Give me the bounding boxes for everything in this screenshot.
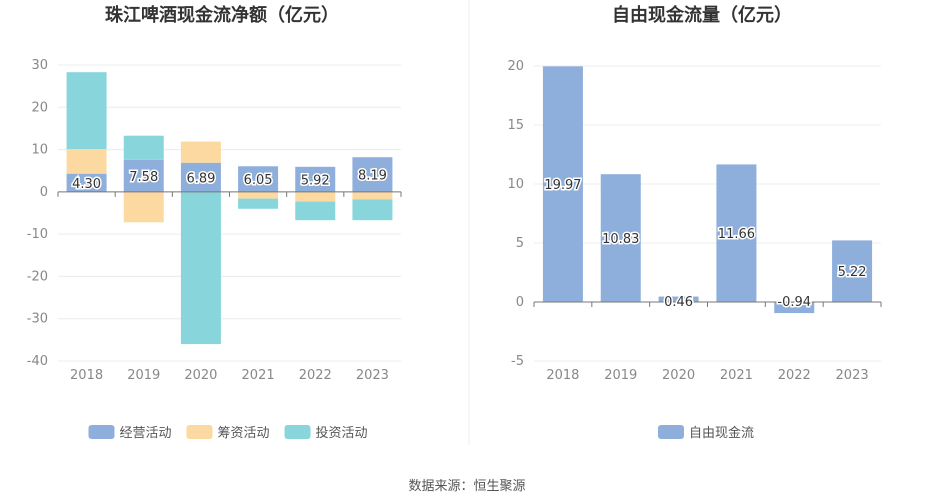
left-bar-series2-2021 <box>238 198 279 209</box>
left-bar-series2-2023 <box>352 199 393 221</box>
left-legend-swatch <box>186 425 213 439</box>
left-legend-label: 筹资活动 <box>218 425 270 441</box>
left-y-tick-label: -10 <box>27 227 48 242</box>
left-y-tick-label: 10 <box>31 143 48 158</box>
left-bar-series1-2021 <box>238 191 279 199</box>
right-x-tick-label: 2018 <box>546 368 579 383</box>
right-data-label: 0.46 <box>664 295 693 310</box>
left-bar-series0-2020 <box>180 162 221 192</box>
right-y-tick-label: 0 <box>516 295 524 310</box>
left-data-label: 7.58 <box>129 170 158 185</box>
left-y-tick-label: -20 <box>27 269 48 284</box>
left-y-tick-label: -40 <box>27 354 48 369</box>
left-y-tick-label: -30 <box>27 312 48 327</box>
right-bar-2021 <box>716 164 757 302</box>
left-bar-series2-2018 <box>66 72 107 150</box>
left-x-tick-label: 2023 <box>356 368 389 383</box>
left-y-tick-label: 0 <box>40 185 48 200</box>
left-legend-label: 经营活动 <box>120 426 172 441</box>
left-data-label: 5.92 <box>301 173 330 188</box>
data-source: 数据来源：恒生聚源 <box>408 479 525 494</box>
right-y-tick-label: 5 <box>516 236 524 251</box>
left-chart-title: 珠江啤酒现金流净额（亿元） <box>105 4 339 26</box>
left-bar-series2-2022 <box>295 201 336 221</box>
right-y-tick-label: 15 <box>507 118 524 133</box>
left-bar-series1-2022 <box>295 191 336 202</box>
right-chart-title: 自由现金流量（亿元） <box>612 4 792 26</box>
left-bar-series1-2019 <box>123 191 164 223</box>
left-data-label: 6.89 <box>186 171 215 186</box>
left-bar-series1-2023 <box>352 191 393 200</box>
left-x-tick-label: 2018 <box>70 368 103 383</box>
right-x-tick-label: 2022 <box>778 368 811 383</box>
right-bar-2018 <box>542 66 583 302</box>
right-data-label: 11.66 <box>718 227 755 242</box>
left-bar-series0-2018 <box>66 173 107 192</box>
left-x-tick-label: 2022 <box>299 368 332 383</box>
left-data-label: 8.19 <box>358 169 387 184</box>
left-chart-legend: 经营活动 筹资活动 投资活动 <box>88 425 368 441</box>
right-data-label: -0.94 <box>777 295 811 310</box>
left-bar-series0-2023 <box>352 157 393 192</box>
right-chart-legend: 自由现金流 <box>658 425 754 441</box>
right-bar-2019 <box>600 174 641 302</box>
right-y-tick-label: -5 <box>511 354 524 369</box>
left-bar-series2-2019 <box>123 135 164 160</box>
left-data-label: 4.30 <box>72 177 101 192</box>
right-chart-plot: 20 15 10 5 0 -5 2018 2019 2020 2021 2022 2023 19.97 1… <box>507 59 882 383</box>
right-x-tick-label: 2019 <box>604 368 637 383</box>
right-y-tick-label: 10 <box>507 177 524 192</box>
left-y-tick-label: 20 <box>31 100 48 115</box>
right-data-label: 19.97 <box>544 178 581 193</box>
left-bar-series1-2020 <box>180 141 221 163</box>
left-x-tick-label: 2019 <box>127 368 160 383</box>
left-x-tick-label: 2020 <box>184 368 217 383</box>
left-y-tick-label: 30 <box>31 58 48 73</box>
left-legend-swatch <box>88 425 115 439</box>
right-bar-2022 <box>774 302 815 314</box>
right-legend-label: 自由现金流 <box>689 425 754 441</box>
left-data-label: 6.05 <box>244 173 273 188</box>
left-legend-label: 投资活动 <box>316 425 368 441</box>
right-x-tick-label: 2021 <box>720 368 753 383</box>
right-bar-2020 <box>658 296 699 302</box>
right-y-tick-label: 20 <box>507 59 524 74</box>
left-legend-swatch <box>284 425 311 439</box>
left-bar-series0-2019 <box>123 159 164 192</box>
left-bar-series0-2021 <box>238 166 279 192</box>
left-bar-series0-2022 <box>295 166 336 192</box>
left-bar-series1-2018 <box>66 149 107 174</box>
right-data-label: 10.83 <box>602 232 639 247</box>
left-bar-series2-2020 <box>180 191 221 345</box>
right-bar-2023 <box>832 240 873 302</box>
left-chart-plot: 30 20 10 0 -10 -20 -30 -40 2018 2019 2020 2021 2022 2… <box>27 58 402 383</box>
right-legend-swatch <box>658 425 684 439</box>
right-data-label: 5.22 <box>838 265 867 280</box>
right-x-tick-label: 2020 <box>662 368 695 383</box>
right-x-tick-label: 2023 <box>836 368 869 383</box>
left-x-tick-label: 2021 <box>242 368 275 383</box>
